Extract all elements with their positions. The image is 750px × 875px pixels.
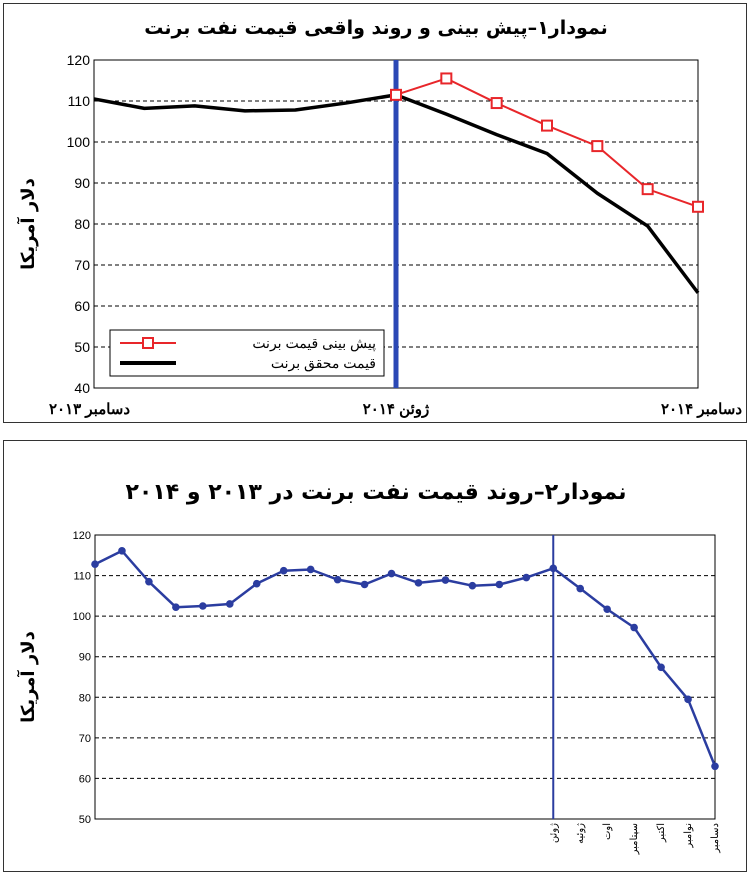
chart-2-y-tick-label: 120 (73, 530, 91, 542)
chart-2-point (306, 565, 315, 574)
chart-2-point (522, 573, 531, 582)
chart-1-forecast-point (390, 88, 402, 101)
chart-1-y-axis-label: دلار آمریکا (16, 178, 39, 270)
chart-2-point (684, 695, 692, 704)
chart-panel-2: نمودار۲–روند قیمت نفت برنت در ۲۰۱۳ و ۲۰۱… (3, 440, 747, 872)
chart-1-forecast-point (541, 119, 553, 132)
chart-2-point (145, 577, 153, 586)
chart-2-y-tick-label: 70 (79, 733, 91, 745)
chart-2-point (360, 580, 369, 589)
chart-1-y-tick-label: 120 (67, 52, 91, 68)
chart-2-y-axis-label: دلار آمریکا (16, 631, 39, 723)
chart-1-y-tick-label: 40 (74, 380, 90, 396)
chart-2-y-tick-label: 50 (79, 814, 91, 826)
chart-1-y-tick-label: 90 (74, 175, 90, 191)
chart-1-forecast-point (490, 97, 503, 110)
chart-panel-1: نمودار۱–پیش بینی و روند واقعی قیمت نفت ب… (3, 3, 747, 423)
chart-2-point (414, 579, 423, 587)
chart-2-point (172, 603, 180, 612)
chart-2-point (252, 579, 261, 588)
chart-2-svg: نمودار۲–روند قیمت نفت برنت در ۲۰۱۳ و ۲۰۱… (16, 480, 721, 855)
chart-1-svg: نمودار۱–پیش بینی و روند واقعی قیمت نفت ب… (16, 17, 742, 418)
chart-1-title: نمودار۱–پیش بینی و روند واقعی قیمت نفت ب… (144, 17, 608, 39)
chart-1-y-tick-label: 80 (74, 216, 90, 232)
chart-2-point (711, 762, 719, 771)
chart-2-point (91, 560, 99, 569)
chart-1-legend-actual-label: قیمت محقق برنت (271, 355, 376, 372)
chart-1-legend-forecast-label: پیش بینی قیمت برنت (252, 335, 376, 352)
chart-2-y-tick-label: 60 (79, 773, 91, 785)
chart-1-y-tick-label: 110 (68, 93, 91, 109)
chart-2-x-tick-label: دسامبر (710, 823, 721, 854)
chart-2-point (333, 575, 342, 584)
chart-2-point (387, 569, 396, 578)
chart-2-point (495, 580, 504, 589)
chart-1-forecast-point (440, 72, 453, 85)
chart-2-point (279, 566, 288, 575)
chart-1-x-tick-label: دسامبر ۲۰۱۳ (49, 401, 130, 418)
chart-2-point (576, 584, 585, 593)
chart-2-x-tick-label: اکتبر (656, 823, 667, 843)
chart-1-x-tick-label: ژوئن ۲۰۱۴ (363, 401, 429, 418)
chart-2-x-tick-label: ژوئیه (575, 823, 586, 844)
chart-1-forecast-point (591, 140, 604, 153)
chart-2-point (225, 600, 234, 608)
chart-2-y-tick-label: 110 (73, 571, 91, 583)
chart-1-y-tick-label: 60 (74, 298, 90, 314)
chart-2-x-tick-label: ژوئن (548, 823, 559, 843)
chart-2-point (630, 623, 638, 632)
chart-2-y-tick-label: 90 (79, 652, 91, 664)
chart-2-y-tick-label: 80 (79, 692, 91, 704)
chart-2-point (441, 576, 450, 584)
chart-2-title: نمودار۲–روند قیمت نفت برنت در ۲۰۱۳ و ۲۰۱… (125, 480, 626, 505)
chart-2-point (657, 663, 665, 672)
chart-2-point (118, 547, 126, 555)
chart-1-y-tick-label: 50 (74, 339, 90, 355)
chart-1-x-tick-label: دسامبر ۲۰۱۴ (661, 401, 742, 418)
chart-2-x-tick-label: سپتامبر (629, 823, 640, 855)
chart-1-forecast-point (641, 183, 654, 196)
chart-1-legend-forecast-marker (142, 337, 154, 349)
chart-1-y-tick-label: 70 (74, 257, 90, 273)
chart-1-forecast-point (692, 200, 704, 213)
chart-2-point (549, 564, 558, 573)
chart-2-point (603, 605, 611, 614)
chart-1-legend-box (109, 329, 385, 377)
chart-2-point (468, 581, 477, 590)
chart-2-x-tick-label: نوامبر (683, 823, 694, 849)
chart-2-x-tick-label: اوت (602, 823, 613, 840)
chart-1-y-tick-label: 100 (67, 134, 91, 150)
chart-2-series-line (94, 549, 717, 767)
chart-2-plot-frame (94, 534, 716, 820)
chart-2-point (199, 602, 207, 610)
chart-2-y-tick-label: 100 (73, 611, 91, 623)
